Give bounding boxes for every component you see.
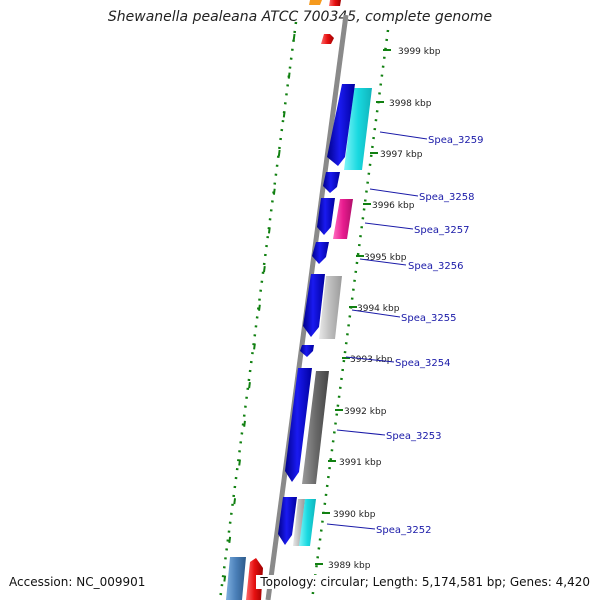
kbp-label: 3990 kbp	[333, 510, 376, 520]
gene-label[interactable]: Spea_3256	[408, 261, 463, 272]
cds-arrow	[317, 198, 335, 235]
cds-arrow	[285, 368, 312, 482]
gene-label[interactable]: Spea_3259	[428, 135, 483, 146]
cds-arrow	[312, 242, 329, 264]
kbp-label: 3992 kbp	[344, 407, 387, 417]
orange-feature-fragment	[309, 0, 322, 5]
kbp-ticks	[315, 49, 391, 565]
kbp-label: 3997 kbp	[380, 150, 423, 160]
kbp-label: 3999 kbp	[398, 47, 441, 57]
red-rna-arrow	[321, 34, 334, 44]
cds-arrow	[278, 497, 297, 545]
gene-label[interactable]: Spea_3255	[401, 313, 456, 324]
genome-summary: Topology: circular; Length: 5,174,581 bp…	[256, 575, 590, 589]
gene-label-lines	[326, 131, 428, 530]
cog-feature-cyan-small	[299, 499, 316, 546]
cog-feature-lightgray	[319, 276, 342, 339]
cog-feature-steelblue	[226, 557, 246, 600]
kbp-label: 3989 kbp	[328, 561, 371, 571]
red-feature-fragment	[329, 0, 341, 6]
cog-feature-darkgray	[302, 371, 329, 484]
kbp-label: 3991 kbp	[339, 458, 382, 468]
gene-label[interactable]: Spea_3254	[395, 358, 450, 369]
cog-feature-cyan	[344, 88, 372, 170]
cds-arrow	[303, 274, 325, 337]
cds-arrow	[327, 84, 355, 166]
kbp-label: 3998 kbp	[389, 99, 432, 109]
gene-label[interactable]: Spea_3257	[414, 225, 469, 236]
gene-label[interactable]: Spea_3253	[386, 431, 441, 442]
cog-feature-magenta	[333, 199, 353, 239]
gene-label[interactable]: Spea_3252	[376, 525, 431, 536]
gene-label[interactable]: Spea_3258	[419, 192, 474, 203]
map-title: Shewanella pealeana ATCC 700345, complet…	[107, 9, 493, 25]
kbp-label: 3994 kbp	[357, 304, 400, 314]
kbp-label: 3996 kbp	[372, 201, 415, 211]
red-rna-arrow-bottom	[246, 558, 263, 600]
cds-arrow	[300, 345, 314, 357]
accession-label: Accession: NC_009901	[9, 575, 146, 589]
cog-feature-lightgray-small	[293, 499, 305, 546]
kbp-label: 3995 kbp	[364, 253, 407, 263]
cds-arrow	[323, 172, 340, 193]
